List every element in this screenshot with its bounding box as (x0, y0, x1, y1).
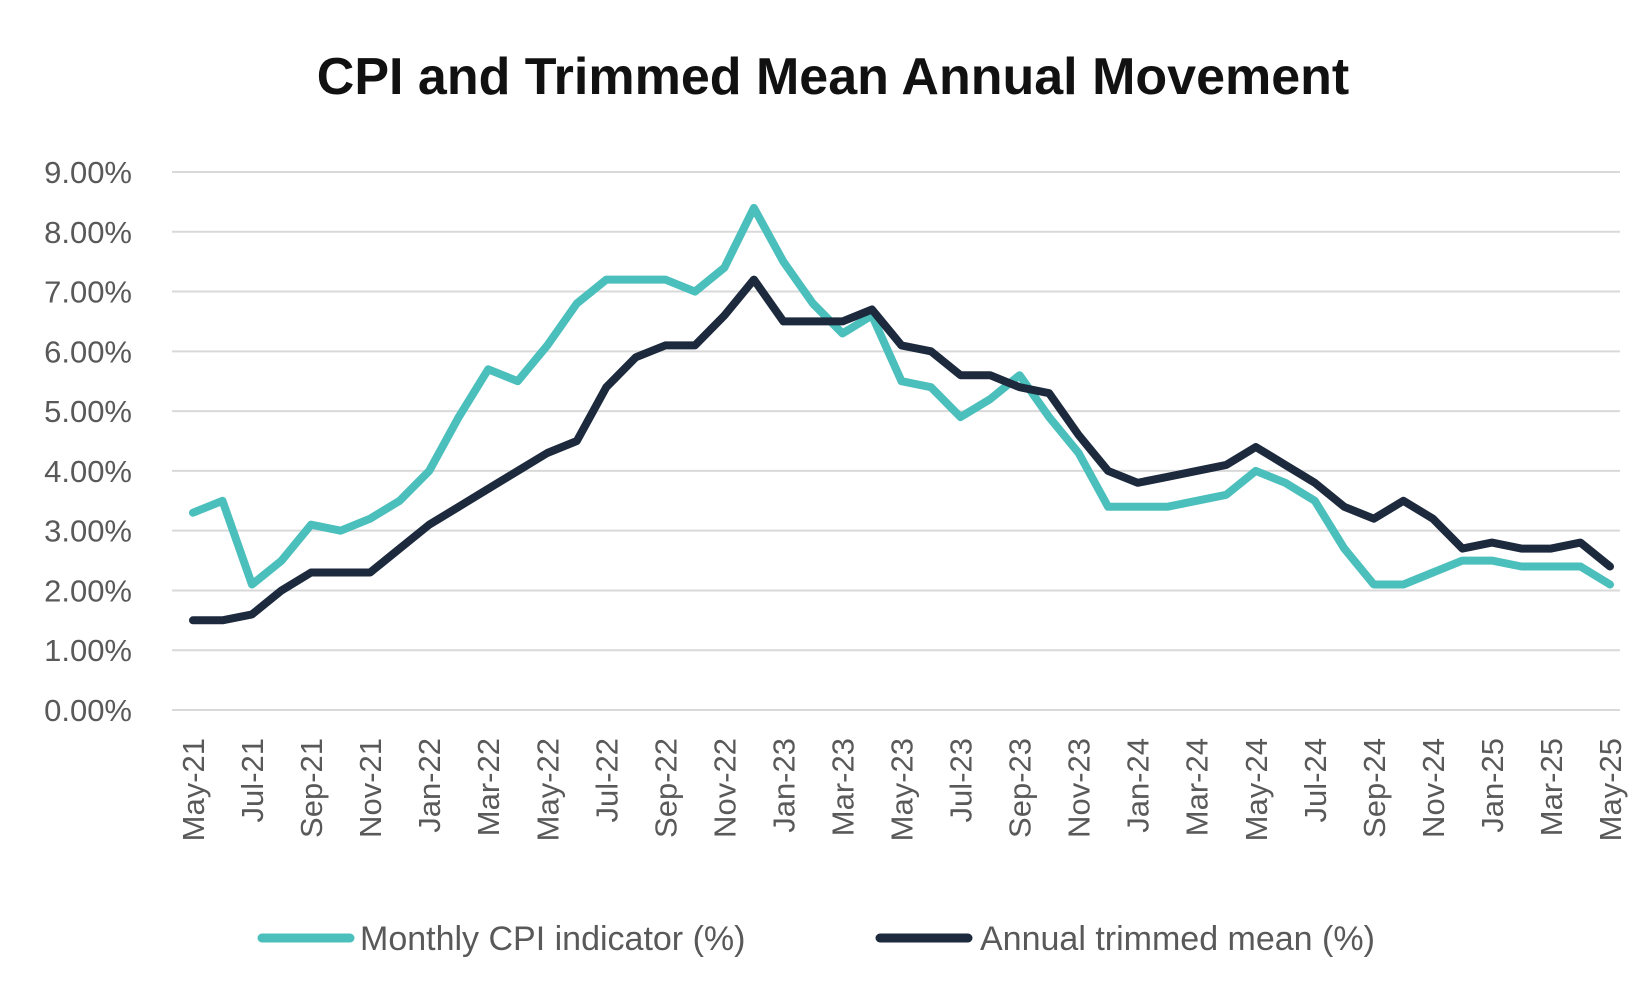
x-tick-label: Sep-21 (294, 738, 329, 838)
legend-label: Monthly CPI indicator (%) (360, 920, 745, 958)
x-tick-label: Jan-25 (1475, 738, 1510, 833)
y-tick-label: 7.00% (44, 275, 132, 310)
x-tick-label: May-21 (176, 738, 211, 841)
x-tick-label: Jan-23 (766, 738, 801, 833)
x-tick-label: Jan-22 (412, 738, 447, 833)
y-tick-label: 0.00% (44, 693, 132, 728)
x-axis-ticks: May-21 Jul-21 Sep-21 Nov-21 Jan-22 Mar-22 May-… (176, 738, 1628, 841)
y-tick-label: 6.00% (44, 334, 132, 369)
gridlines (172, 171, 1620, 711)
x-tick-label: Mar-22 (471, 738, 506, 836)
x-tick-label: Nov-21 (353, 738, 388, 838)
x-tick-label: Jul-24 (1298, 738, 1333, 822)
series-line-monthly-cpi (189, 203, 1614, 589)
y-tick-label: 3.00% (44, 514, 132, 549)
y-tick-label: 2.00% (44, 573, 132, 608)
x-tick-label: Mar-25 (1534, 738, 1569, 836)
legend-label: Annual trimmed mean (%) (980, 920, 1375, 958)
x-tick-label: May-25 (1593, 738, 1628, 841)
x-tick-label: Mar-24 (1180, 738, 1215, 836)
y-tick-label: 4.00% (44, 454, 132, 489)
y-tick-label: 5.00% (44, 394, 132, 429)
chart-title: CPI and Trimmed Mean Annual Movement (317, 48, 1349, 106)
x-tick-label: Nov-22 (707, 738, 742, 838)
x-tick-label: Nov-24 (1416, 738, 1451, 838)
x-tick-label: May-24 (1239, 738, 1274, 841)
y-tick-label: 1.00% (44, 633, 132, 668)
x-tick-label: Jul-23 (944, 738, 979, 822)
x-tick-label: Mar-23 (825, 738, 860, 836)
x-tick-label: Jul-21 (235, 738, 270, 822)
y-axis-ticks: 0.00% 1.00% 2.00% 3.00% 4.00% 5.00% 6.00% 7.00%… (44, 155, 132, 728)
y-tick-label: 8.00% (44, 215, 132, 250)
x-tick-label: Sep-24 (1357, 738, 1392, 838)
x-tick-label: May-22 (530, 738, 565, 841)
x-tick-label: May-23 (885, 738, 920, 841)
y-tick-label: 9.00% (44, 155, 132, 190)
x-tick-label: Nov-23 (1062, 738, 1097, 838)
series-line-trimmed-mean (189, 275, 1614, 625)
x-tick-label: Sep-23 (1003, 738, 1038, 838)
series-lines (189, 203, 1614, 625)
legend: Monthly CPI indicator (%) Annual trimmed … (257, 920, 1375, 958)
x-tick-label: Sep-22 (648, 738, 683, 838)
x-tick-label: Jan-24 (1121, 738, 1156, 833)
x-tick-label: Jul-22 (589, 738, 624, 822)
